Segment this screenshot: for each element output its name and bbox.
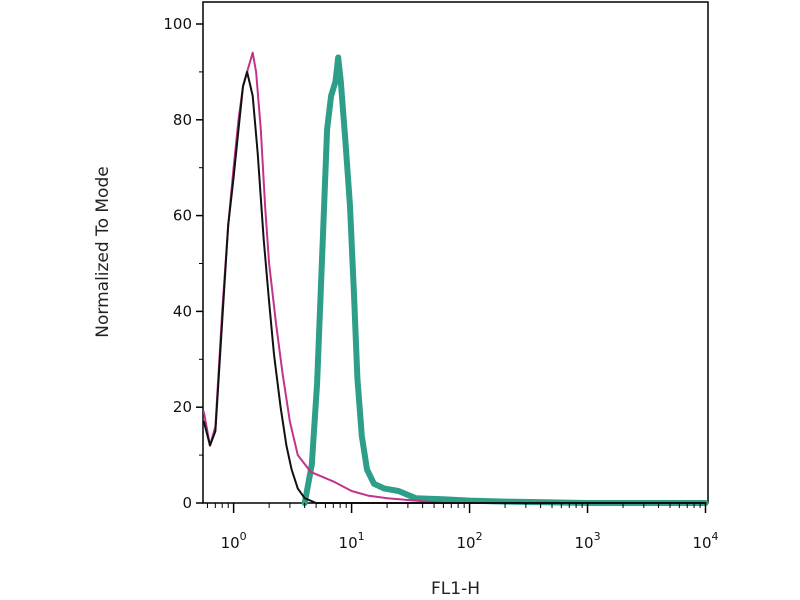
y-tick-label: 60 bbox=[173, 207, 192, 225]
histogram-line-3 bbox=[202, 70, 707, 504]
x-tick-label: 100 bbox=[221, 530, 247, 552]
x-tick-label: 102 bbox=[457, 530, 483, 552]
y-tick-label: 0 bbox=[182, 494, 192, 512]
x-tick-label: 101 bbox=[339, 530, 365, 552]
y-axis-ticks: 0 20 40 60 80 100 bbox=[163, 15, 203, 512]
axes bbox=[202, 1, 709, 504]
y-tick-label: 40 bbox=[173, 302, 192, 320]
y-tick-label: 80 bbox=[173, 111, 192, 129]
y-tick-label: 100 bbox=[163, 15, 192, 33]
histogram-line-2 bbox=[202, 51, 707, 504]
x-axis-title: FL1-H bbox=[431, 579, 480, 599]
plot-frame bbox=[202, 1, 709, 504]
x-axis-ticks: 100 101 102 103 104 bbox=[206, 503, 719, 552]
y-axis-title: Normalized To Mode bbox=[93, 166, 113, 337]
x-tick-label: 103 bbox=[574, 530, 600, 552]
x-tick-label: 104 bbox=[692, 530, 718, 552]
histogram-curves bbox=[202, 51, 709, 506]
y-tick-label: 20 bbox=[173, 398, 192, 416]
histogram-line-1 bbox=[301, 54, 709, 506]
